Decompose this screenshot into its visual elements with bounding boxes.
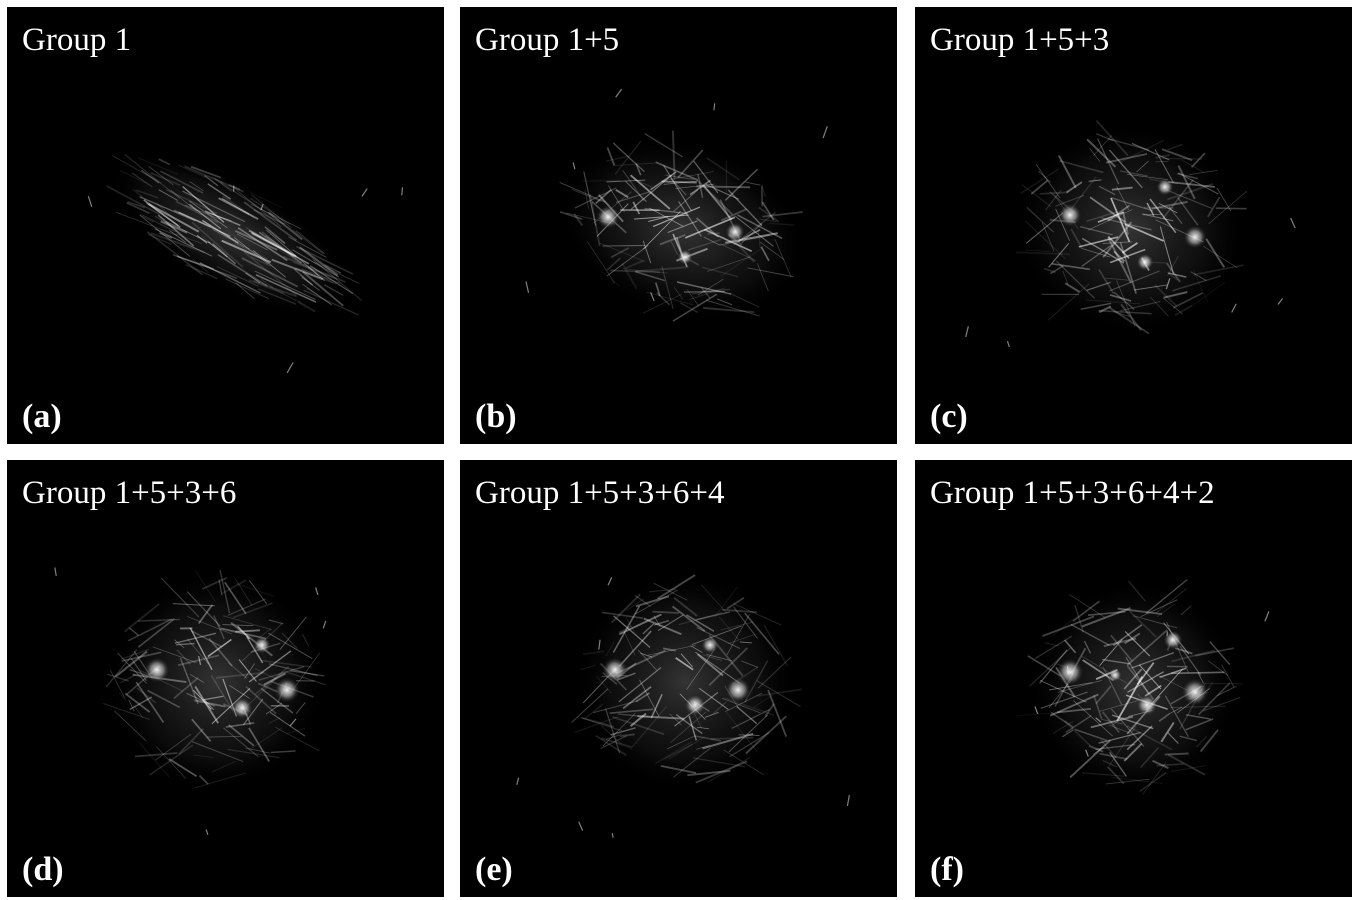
panel: Group 1+5+3+6 (d): [7, 460, 444, 897]
panel-title: Group 1: [22, 22, 131, 58]
panel: Group 1+5+3+6+4 (e): [460, 460, 897, 897]
figure: Group 1(a)Group 1+5(b)Group 1+5+3(c)Grou…: [0, 0, 1355, 900]
panel-label: (e): [475, 851, 513, 888]
bright-spot: [1058, 203, 1082, 227]
panel-label: (d): [22, 851, 64, 888]
page: {"panels": [ {"title": "Group 1", "label…: [0, 0, 1355, 900]
bright-spot: [1108, 668, 1122, 682]
bright-spot: [1183, 225, 1207, 249]
panel-label: (b): [475, 398, 517, 435]
streak: [1171, 672, 1224, 673]
bright-spot: [725, 677, 751, 703]
panel: Group 1+5+3 (c): [915, 7, 1352, 444]
panel-title: Group 1+5: [475, 22, 619, 58]
bright-spot: [1136, 694, 1158, 716]
bright-spot: [1156, 178, 1174, 196]
stray-streak: [612, 833, 613, 838]
bright-spot: [1056, 658, 1084, 686]
panel: Group 1+5+3+6+4+2 (f): [915, 460, 1352, 897]
panel-label: (a): [22, 398, 62, 435]
streak: [1165, 754, 1189, 755]
bright-spot: [602, 657, 628, 683]
panel: Group 1 (a): [7, 7, 444, 444]
bright-spot: [274, 677, 300, 703]
panel-title: Group 1+5+3: [930, 22, 1109, 58]
bright-spot: [596, 205, 620, 229]
bright-spot: [231, 697, 253, 719]
stray-streak: [402, 187, 403, 195]
bright-spot: [144, 657, 170, 683]
bright-spot: [253, 636, 271, 654]
bright-spot: [1181, 678, 1209, 706]
panel-label: (f): [930, 851, 964, 888]
panel-title: Group 1+5+3+6: [22, 475, 236, 511]
stray-streak: [1068, 666, 1069, 675]
panel: Group 1+5 (b): [460, 7, 897, 444]
bright-spot: [701, 636, 719, 654]
panel-label: (c): [930, 398, 968, 435]
stray-streak: [714, 103, 715, 110]
bright-spot: [677, 249, 693, 265]
bright-spot: [1136, 253, 1154, 271]
panel-title: Group 1+5+3+6+4: [475, 475, 725, 511]
panel-title: Group 1+5+3+6+4+2: [930, 475, 1215, 511]
bright-spot: [684, 694, 706, 716]
bright-spot: [725, 222, 745, 242]
bright-spot: [1163, 630, 1183, 650]
